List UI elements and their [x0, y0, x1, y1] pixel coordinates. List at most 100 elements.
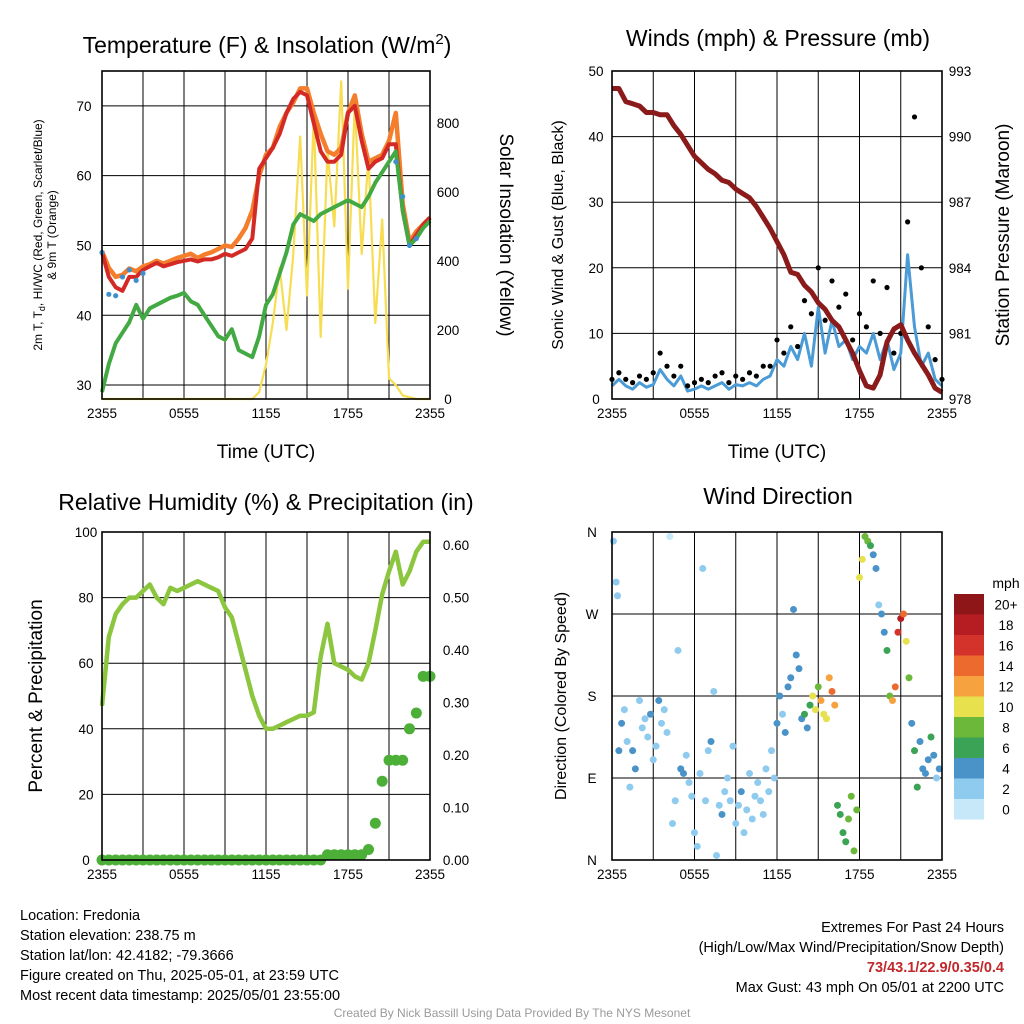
wdir-direction-point — [839, 829, 847, 837]
winds-x-tick-label: 1755 — [844, 406, 874, 421]
rh-y2-tick-label: 0.40 — [443, 643, 469, 658]
wdir-direction-point — [666, 533, 674, 541]
winds-x-axis-label: Time (UTC) — [728, 442, 827, 463]
temp-y-tick-label: 30 — [76, 378, 91, 393]
winds-pressure-line — [612, 86, 944, 395]
wdir-direction-point — [647, 710, 654, 718]
rh-y-tick-label: 0 — [82, 853, 90, 868]
wdir-direction-point — [644, 733, 652, 741]
wdir-direction-point — [649, 756, 657, 764]
wdir-direction-point — [685, 779, 693, 787]
wdir-direction-point — [834, 801, 841, 809]
wdir-direction-point — [746, 769, 753, 777]
wdir-direction-point — [759, 810, 767, 818]
temp-hiwc-point — [119, 274, 126, 280]
wdir-x-tick-label: 2355 — [597, 867, 627, 882]
wdir-colorbar-label: 6 — [1002, 741, 1010, 756]
wdir-direction-point — [776, 692, 784, 700]
winds-gust-point — [795, 343, 801, 350]
rh-x-tick-label: 2355 — [87, 867, 117, 882]
rh-y2-tick-label: 0.20 — [443, 748, 469, 763]
wdir-direction-point — [806, 701, 814, 709]
wdir-direction-point — [787, 674, 795, 682]
winds-frame — [611, 70, 943, 400]
temp-hiwc-point — [400, 194, 406, 200]
wdir-direction-point — [905, 674, 913, 682]
wdir-direction-point — [693, 842, 701, 850]
extremes-subtitle: (High/Low/Max Wind/Precipitation/Snow De… — [698, 940, 1004, 956]
wdir-direction-point — [872, 564, 880, 572]
winds-y2-tick-label: 981 — [949, 326, 972, 341]
winds-gust-point — [843, 291, 849, 297]
wdir-x-tick-label: 0555 — [679, 867, 709, 882]
wdir-direction-point — [801, 710, 808, 718]
wdir-direction-point — [748, 815, 756, 823]
wdir-direction-point — [779, 710, 786, 718]
wdir-colorbar-label: 2 — [1002, 782, 1010, 797]
wdir-colorbar-label: 0 — [1002, 802, 1010, 817]
winds-gust-point — [767, 363, 773, 369]
wdir-colorbar-swatch — [954, 635, 984, 656]
wdir-direction-point — [889, 697, 896, 705]
wdir-direction-point — [718, 810, 726, 818]
wdir-direction-point — [883, 646, 891, 654]
wdir-direction-point — [669, 820, 676, 828]
winds-gust-point — [623, 376, 629, 382]
wdir-direction-point — [626, 783, 634, 791]
extremes-values: 73/43.1/22.9/0.35/0.4 — [866, 960, 1004, 976]
temp-hiwc-point — [393, 159, 399, 165]
wdir-direction-point — [691, 829, 698, 837]
wdir-direction-point — [743, 806, 751, 814]
winds-gust-point — [829, 278, 835, 284]
winds-gust-point — [891, 350, 897, 356]
wdir-direction-point — [784, 683, 792, 691]
wdir-direction-point — [735, 801, 742, 809]
winds-x-tick-label: 0555 — [679, 406, 709, 421]
wdir-direction-point — [680, 769, 687, 777]
extremes-title: Extremes For Past 24 Hours — [821, 920, 1004, 936]
wdir-direction-point — [754, 779, 762, 787]
wdir-colorbar-label: 16 — [998, 638, 1013, 653]
wdir-direction-point — [880, 628, 888, 636]
wdir-direction-point — [878, 610, 885, 618]
rh-x-tick-label: 2355 — [415, 867, 445, 882]
winds-gust-point — [671, 373, 677, 379]
temp-temp-line — [100, 89, 432, 293]
winds-y-tick-label: 20 — [588, 261, 603, 276]
winds-y2-tick-label: 990 — [949, 130, 972, 145]
winds-gust-point — [850, 337, 856, 343]
wdir-colorbar-label: 14 — [998, 659, 1014, 674]
wdir-direction-point — [737, 788, 745, 796]
rh-x-tick-label: 0555 — [169, 867, 199, 882]
winds-y2-tick-label: 984 — [949, 261, 972, 276]
winds-gust-point — [705, 380, 711, 386]
winds-y-axis-label: Sonic Wind & Gust (Blue, Black) — [550, 120, 567, 349]
winds-gust-point — [801, 298, 808, 304]
wdir-colorbar-swatch — [954, 594, 984, 615]
winds-gust-point — [918, 265, 924, 271]
wdir-direction-point — [900, 610, 907, 618]
wdir-direction-point — [768, 747, 775, 755]
temp-y2-tick-label: 0 — [444, 392, 452, 407]
wdir-direction-point — [740, 829, 748, 837]
rh-y-tick-label: 40 — [78, 722, 93, 737]
winds-gust-point — [657, 350, 663, 356]
wdir-direction-point — [856, 574, 863, 582]
wdir-direction-point — [792, 651, 800, 659]
wdir-direction-point — [823, 715, 830, 723]
temp-y-tick-label: 50 — [76, 238, 91, 253]
wdir-direction-point — [930, 751, 938, 759]
winds-gust-point — [905, 219, 911, 225]
wdir-y-tick-label: N — [587, 525, 597, 540]
rh-precip-point — [363, 844, 374, 856]
winds-gust-point — [726, 380, 732, 386]
temp-x-axis-label: Time (UTC) — [217, 442, 316, 463]
rh-y2-tick-label: 0.50 — [443, 591, 469, 606]
created-text: Figure created on Thu, 2025-05-01, at 23… — [20, 968, 339, 984]
wdir-colorbar-swatch — [954, 676, 984, 697]
wdir-direction-point — [729, 742, 737, 750]
winds-gust-point — [932, 357, 938, 363]
wdir-chart-title: Wind Direction — [703, 483, 853, 509]
winds-gust-point — [746, 370, 753, 376]
